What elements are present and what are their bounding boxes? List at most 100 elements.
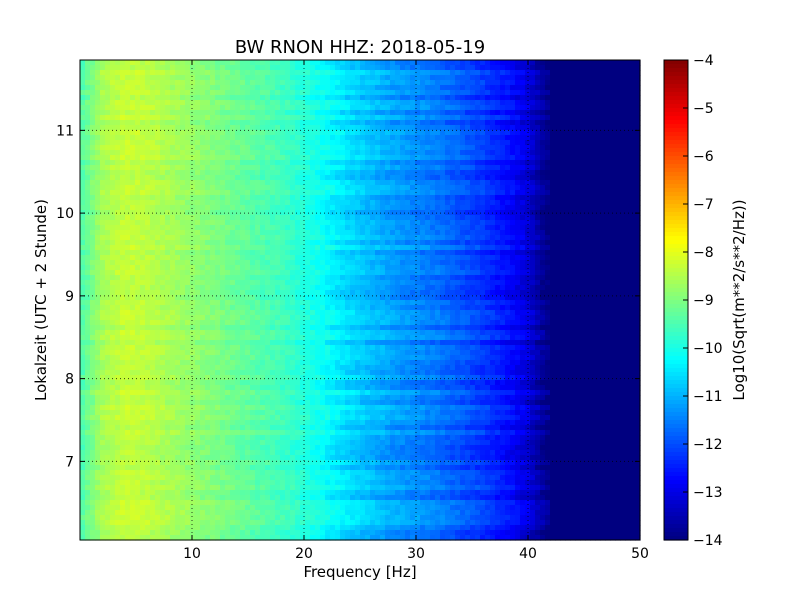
- heatmap-cell: [185, 215, 191, 221]
- heatmap-cell: [240, 170, 246, 176]
- heatmap-cell: [380, 95, 386, 101]
- heatmap-cell: [415, 105, 421, 111]
- heatmap-cell: [195, 90, 201, 96]
- heatmap-cell: [110, 235, 116, 241]
- heatmap-cell: [475, 60, 481, 66]
- heatmap-cell: [375, 105, 381, 111]
- heatmap-cell: [260, 105, 266, 111]
- heatmap-cell: [205, 60, 211, 66]
- heatmap-cell: [85, 95, 91, 101]
- heatmap-cell: [485, 260, 491, 266]
- heatmap-cell: [165, 195, 171, 201]
- heatmap-cell: [105, 135, 111, 141]
- heatmap-cell: [180, 120, 186, 126]
- heatmap-cell: [630, 115, 636, 121]
- heatmap-cell: [180, 170, 186, 176]
- heatmap-cell: [340, 255, 346, 261]
- heatmap-cell: [205, 115, 211, 121]
- heatmap-cell: [325, 250, 331, 256]
- heatmap-cell: [185, 105, 191, 111]
- heatmap-cell: [285, 200, 291, 206]
- heatmap-cell: [260, 130, 266, 136]
- heatmap-cell: [610, 200, 616, 206]
- heatmap-cell: [540, 180, 546, 186]
- heatmap-cell: [165, 140, 171, 146]
- heatmap-cell: [260, 75, 266, 81]
- heatmap-cell: [600, 230, 606, 236]
- heatmap-cell: [510, 155, 516, 161]
- heatmap-cell: [590, 195, 596, 201]
- heatmap-cell: [275, 210, 281, 216]
- heatmap-cell: [415, 260, 421, 266]
- heatmap-cell: [635, 120, 641, 126]
- heatmap-cell: [215, 180, 221, 186]
- heatmap-cell: [190, 75, 196, 81]
- heatmap-cell: [465, 240, 471, 246]
- heatmap-cell: [145, 275, 151, 281]
- heatmap-cell: [295, 255, 301, 261]
- heatmap-cell: [585, 60, 591, 66]
- heatmap-cell: [505, 175, 511, 181]
- heatmap-cell: [235, 265, 241, 271]
- heatmap-cell: [325, 140, 331, 146]
- heatmap-cell: [330, 150, 336, 156]
- heatmap-cell: [460, 255, 466, 261]
- heatmap-cell: [545, 245, 551, 251]
- heatmap-cell: [175, 215, 181, 221]
- heatmap-cell: [200, 205, 206, 211]
- heatmap-cell: [105, 115, 111, 121]
- heatmap-cell: [445, 275, 451, 281]
- heatmap-cell: [190, 140, 196, 146]
- heatmap-cell: [560, 260, 566, 266]
- heatmap-cell: [455, 120, 461, 126]
- heatmap-cell: [340, 85, 346, 91]
- heatmap-cell: [235, 260, 241, 266]
- heatmap-cell: [460, 180, 466, 186]
- heatmap-cell: [405, 280, 411, 286]
- heatmap-cell: [510, 220, 516, 226]
- heatmap-cell: [260, 80, 266, 86]
- heatmap-cell: [220, 140, 226, 146]
- heatmap-cell: [400, 95, 406, 101]
- heatmap-cell: [260, 85, 266, 91]
- heatmap-cell: [615, 155, 621, 161]
- heatmap-cell: [535, 250, 541, 256]
- heatmap-cell: [355, 165, 361, 171]
- heatmap-cell: [325, 225, 331, 231]
- heatmap-cell: [425, 210, 431, 216]
- heatmap-cell: [80, 260, 86, 266]
- heatmap-cell: [395, 175, 401, 181]
- heatmap-cell: [550, 235, 556, 241]
- heatmap-cell: [125, 250, 131, 256]
- heatmap-cell: [450, 185, 456, 191]
- heatmap-cell: [470, 205, 476, 211]
- heatmap-cell: [585, 155, 591, 161]
- heatmap-cell: [220, 125, 226, 131]
- heatmap-cell: [145, 260, 151, 266]
- heatmap-cell: [625, 235, 631, 241]
- heatmap-cell: [570, 100, 576, 106]
- heatmap-cell: [140, 120, 146, 126]
- heatmap-cell: [605, 115, 611, 121]
- heatmap-cell: [460, 95, 466, 101]
- heatmap-cell: [450, 260, 456, 266]
- heatmap-cell: [110, 90, 116, 96]
- heatmap-cell: [90, 60, 96, 66]
- heatmap-cell: [455, 210, 461, 216]
- heatmap-cell: [525, 140, 531, 146]
- heatmap-cell: [355, 220, 361, 226]
- heatmap-cell: [440, 100, 446, 106]
- heatmap-cell: [360, 190, 366, 196]
- heatmap-cell: [340, 275, 346, 281]
- heatmap-cell: [245, 90, 251, 96]
- heatmap-cell: [150, 95, 156, 101]
- heatmap-cell: [545, 230, 551, 236]
- heatmap-cell: [295, 60, 301, 66]
- heatmap-cell: [440, 115, 446, 121]
- heatmap-cell: [465, 125, 471, 131]
- heatmap-cell: [410, 60, 416, 66]
- heatmap-cell: [610, 120, 616, 126]
- heatmap-cell: [345, 185, 351, 191]
- heatmap-cell: [285, 130, 291, 136]
- heatmap-cell: [170, 90, 176, 96]
